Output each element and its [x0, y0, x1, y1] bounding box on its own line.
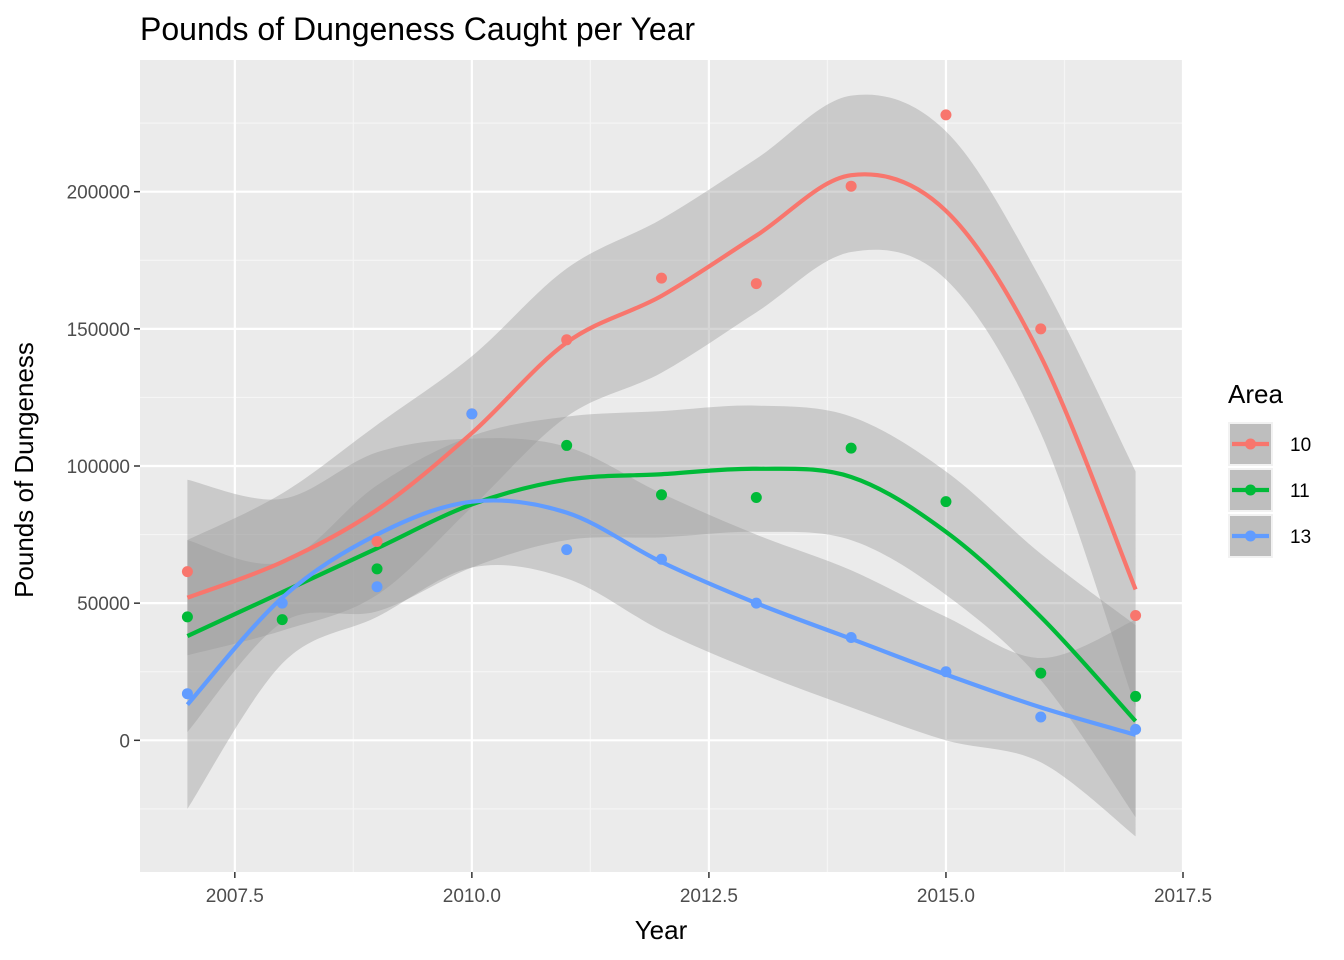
point-13 — [181, 688, 193, 700]
ci-ribbon-13 — [187, 438, 1136, 837]
legend-label-13: 13 — [1290, 527, 1311, 548]
legend-label-10: 10 — [1290, 435, 1311, 456]
legend-key-point-10 — [1245, 438, 1256, 450]
ci-ribbon-10 — [187, 94, 1136, 708]
y-axis-title: Pounds of Dungeness — [9, 342, 39, 598]
point-11 — [276, 614, 288, 626]
data-points — [181, 109, 1142, 735]
y-tick-label: 0 — [119, 731, 130, 752]
point-13 — [845, 631, 857, 643]
x-tick-label: 2015.0 — [917, 886, 975, 907]
x-tick-label: 2007.5 — [206, 886, 264, 907]
legend-key-point-13 — [1245, 530, 1256, 542]
point-13 — [276, 597, 288, 609]
y-tick-label: 150000 — [67, 320, 130, 341]
point-13 — [1035, 711, 1047, 723]
y-tick-label: 50000 — [77, 594, 130, 615]
y-axis: 0 50000 100000 150000 200000 — [67, 183, 140, 752]
point-10 — [371, 535, 383, 547]
point-11 — [656, 489, 667, 501]
confidence-ribbons — [187, 94, 1136, 837]
point-10 — [845, 180, 857, 192]
x-tick-label: 2012.5 — [680, 886, 738, 907]
point-13 — [1130, 723, 1142, 735]
x-axis: 2007.5 2010.0 2012.5 2015.0 2017.5 — [206, 872, 1212, 907]
point-11 — [750, 492, 762, 504]
point-10 — [656, 272, 667, 284]
point-13 — [371, 581, 383, 593]
point-11 — [845, 442, 857, 454]
point-13 — [561, 544, 573, 556]
smooth-line-11 — [186, 466, 1138, 723]
point-10 — [1035, 323, 1047, 335]
y-tick-label: 200000 — [67, 183, 130, 204]
point-10 — [940, 109, 952, 121]
point-10 — [750, 278, 762, 290]
point-11 — [181, 611, 193, 623]
grid-major — [140, 60, 1185, 872]
ci-ribbon-11 — [187, 405, 1136, 818]
point-11 — [1035, 667, 1047, 679]
y-tick-label: 100000 — [67, 457, 130, 478]
point-13 — [656, 553, 667, 565]
smooth-line-10 — [186, 172, 1138, 600]
legend-title: Area — [1228, 379, 1283, 409]
point-13 — [940, 666, 952, 678]
x-tick-label: 2017.5 — [1154, 886, 1212, 907]
point-13 — [466, 408, 478, 420]
legend-key-point-11 — [1245, 484, 1256, 496]
x-tick-label: 2010.0 — [443, 886, 501, 907]
point-11 — [371, 563, 383, 575]
point-10 — [181, 566, 193, 578]
point-13 — [750, 597, 762, 609]
legend: Area 10 11 13 — [1228, 379, 1311, 558]
point-11 — [1130, 690, 1142, 702]
point-11 — [561, 439, 573, 451]
point-11 — [940, 496, 952, 508]
point-10 — [1130, 610, 1142, 622]
legend-label-11: 11 — [1290, 481, 1310, 502]
x-axis-title: Year — [635, 915, 688, 945]
point-10 — [561, 334, 573, 346]
chart-title: Pounds of Dungeness Caught per Year — [140, 11, 695, 47]
